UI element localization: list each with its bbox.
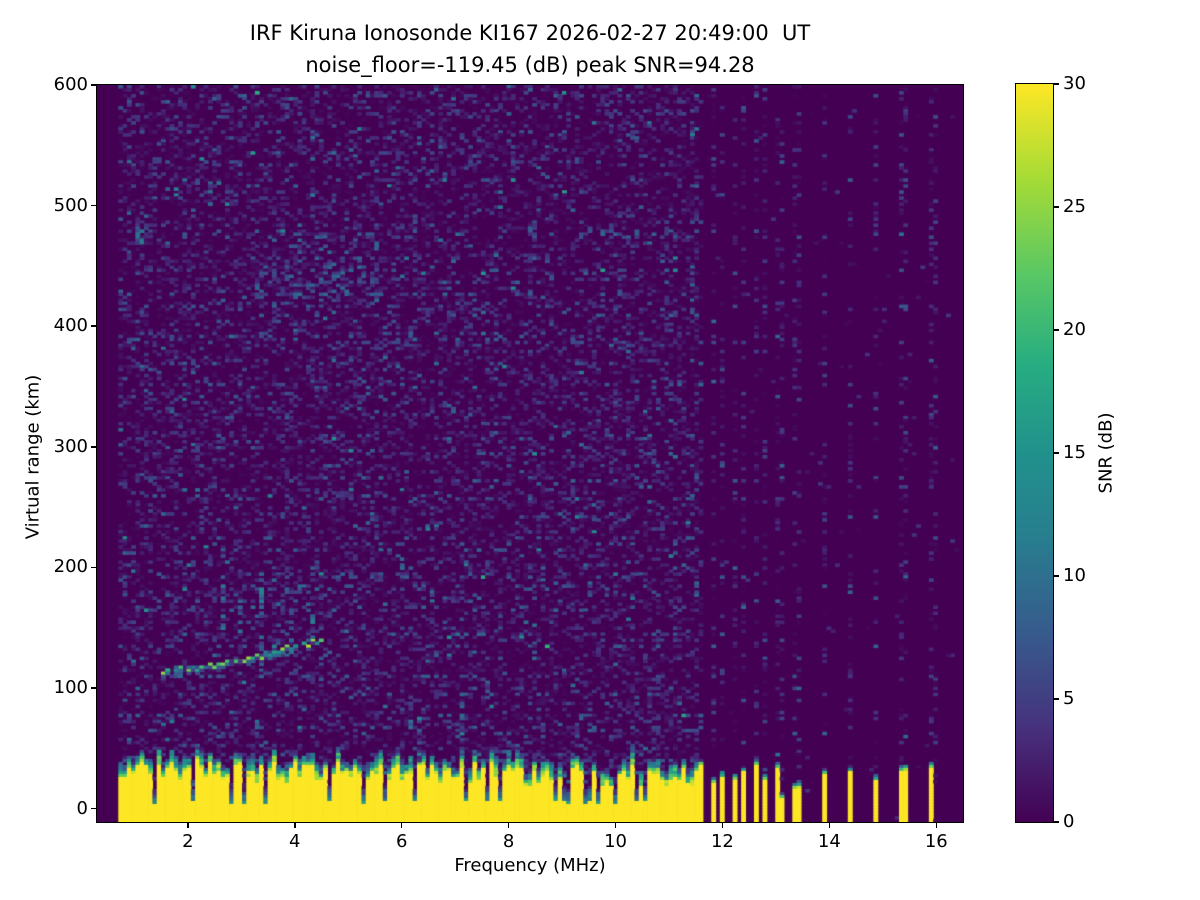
y-tick-label: 0 [76,797,88,819]
x-tick-label: 2 [182,831,194,852]
colorbar-tick-label: 20 [1063,319,1086,340]
x-tick-label: 6 [395,831,408,852]
x-tick-label: 14 [817,831,841,852]
x-tick-label: 8 [502,831,515,852]
y-tick-mark [91,84,96,86]
y-tick-mark [91,807,96,810]
chart-title: IRF Kiruna Ionosonde KI167 2026-02-27 20… [249,21,811,45]
colorbar-tick-mark [1054,452,1059,454]
x-tick-label: 12 [710,831,734,852]
colorbar-tick-mark [1054,83,1059,85]
x-tick-mark [187,823,189,828]
colorbar-tick-mark [1054,575,1059,577]
x-axis-label: Frequency (MHz) [454,855,606,876]
x-tick-label: 10 [604,831,627,852]
colorbar-tick-mark [1054,698,1059,700]
x-tick-mark [507,823,510,828]
y-tick-mark [91,566,96,569]
y-tick-mark [91,446,96,448]
colorbar-tick-mark [1054,821,1059,823]
x-tick-label: 4 [289,831,301,852]
y-tick-label: 400 [53,315,88,337]
y-tick-label: 100 [53,677,88,699]
y-tick-mark [91,687,96,689]
colorbar-tick-mark [1054,206,1059,208]
colorbar [1015,83,1054,823]
x-tick-mark [614,823,617,828]
x-tick-mark [294,823,296,828]
y-tick-mark [91,325,96,327]
colorbar-label: SNR (dB) [1095,412,1117,494]
colorbar-tick-label: 0 [1063,811,1075,832]
y-tick-label: 200 [53,556,88,578]
colorbar-tick-label: 25 [1063,196,1086,217]
x-tick-label: 16 [924,831,948,852]
y-tick-mark [91,204,96,207]
y-tick-label: 600 [53,74,88,95]
y-tick-label: 300 [53,435,88,457]
plot-frame [96,84,964,823]
x-tick-mark [721,823,724,828]
ionogram-heatmap [97,85,963,822]
x-tick-mark [828,823,831,828]
chart-subtitle: noise_floor=-119.45 (dB) peak SNR=94.28 [305,53,755,77]
colorbar-tick-label: 15 [1063,442,1086,463]
y-tick-label: 500 [53,194,88,216]
colorbar-tick-label: 30 [1063,73,1086,94]
colorbar-tick-mark [1054,329,1059,331]
colorbar-tick-label: 5 [1063,688,1075,709]
y-axis-label: Virtual range (km) [22,374,44,540]
x-tick-mark [935,823,938,828]
colorbar-tick-label: 10 [1063,565,1086,586]
x-tick-mark [400,823,403,828]
